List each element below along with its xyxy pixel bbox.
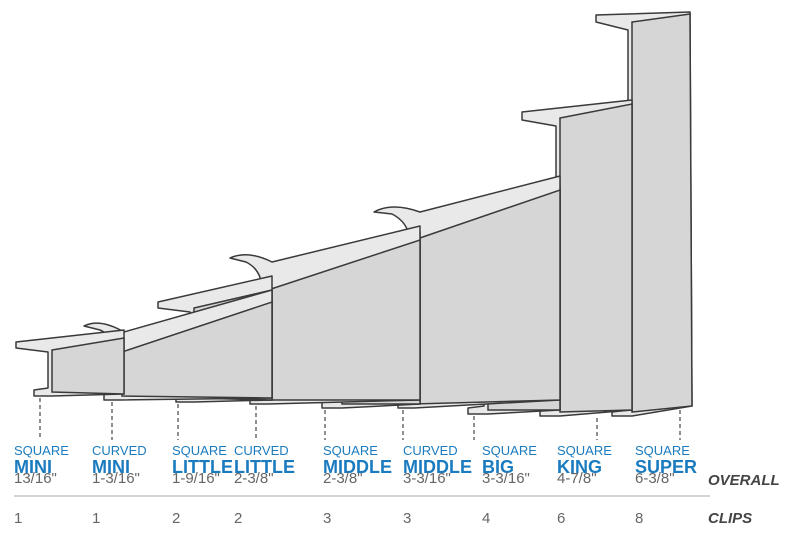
product-size: MIDDLE <box>403 457 472 477</box>
product-name: CURVED LITTLE <box>234 443 314 477</box>
clips-label: CLIPS <box>708 510 753 527</box>
clip-count: 8 <box>635 510 644 527</box>
profile-curved-little <box>229 225 421 405</box>
product-size: LITTLE <box>172 457 233 477</box>
overall-label: OVERALL <box>708 472 780 489</box>
overall-size: 4-7/8" <box>557 470 597 487</box>
product-name: SQUARE MINI <box>14 443 94 477</box>
product-style: SQUARE <box>557 443 612 458</box>
clip-count: 2 <box>234 510 243 527</box>
product-size: KING <box>557 457 602 477</box>
product-style: SQUARE <box>14 443 69 458</box>
product-style: SQUARE <box>323 443 378 458</box>
overall-size: 13/16" <box>14 470 57 487</box>
product-size: SUPER <box>635 457 698 477</box>
overall-size: 2-3/8" <box>234 470 274 487</box>
product-style: SQUARE <box>482 443 537 458</box>
clip-count: 6 <box>557 510 566 527</box>
overall-size: 1-9/16" <box>172 470 220 487</box>
clip-count: 2 <box>172 510 181 527</box>
product-style: CURVED <box>234 443 289 458</box>
dash-lines <box>39 398 681 440</box>
product-style: CURVED <box>403 443 458 458</box>
product-name: CURVED MIDDLE <box>403 443 483 477</box>
clip-count: 3 <box>323 510 332 527</box>
profile-king <box>521 99 633 417</box>
product-name: SQUARE KING <box>557 443 637 477</box>
clip-count: 4 <box>482 510 491 527</box>
overall-size: 3-3/16" <box>403 470 451 487</box>
overall-size: 2-3/8" <box>323 470 363 487</box>
product-style: SQUARE <box>635 443 690 458</box>
profile-square-mini <box>15 329 125 397</box>
product-name: SQUARE MIDDLE <box>323 443 403 477</box>
product-name: SQUARE BIG <box>482 443 562 477</box>
product-size: MINI <box>92 457 130 477</box>
product-name: SQUARE SUPER <box>635 443 715 477</box>
product-size: LITTLE <box>234 457 295 477</box>
product-name: CURVED MINI <box>92 443 172 477</box>
product-name: SQUARE LITTLE <box>172 443 252 477</box>
product-style: CURVED <box>92 443 147 458</box>
product-style: SQUARE <box>172 443 227 458</box>
overall-size: 3-3/16" <box>482 470 530 487</box>
overall-size: 1-3/16" <box>92 470 140 487</box>
clip-count: 1 <box>92 510 101 527</box>
product-size: BIG <box>482 457 515 477</box>
clip-count: 3 <box>403 510 412 527</box>
product-size: MIDDLE <box>323 457 392 477</box>
clip-count: 1 <box>14 510 23 527</box>
product-size: MINI <box>14 457 52 477</box>
overall-size: 6-3/8" <box>635 470 675 487</box>
